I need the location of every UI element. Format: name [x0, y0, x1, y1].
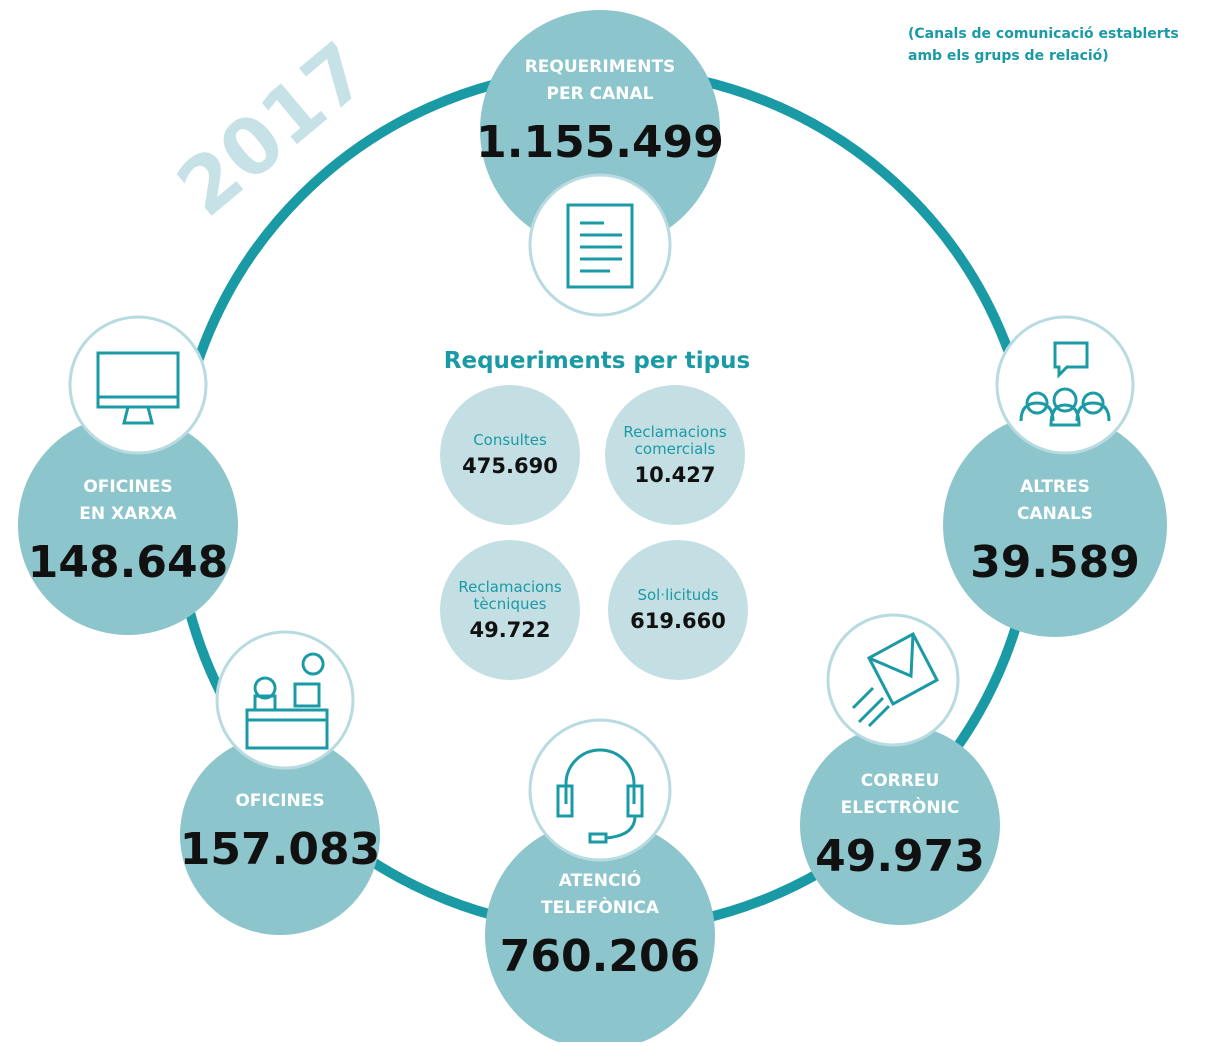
channel-label: PER CANAL: [547, 84, 654, 104]
icon-circle: [215, 630, 355, 770]
icon-circle: [528, 173, 672, 317]
type-label: Sol·licituds: [637, 586, 718, 604]
channel-label: REQUERIMENTS: [525, 57, 676, 77]
channel-circle: [485, 820, 715, 1046]
channel-circle: [18, 415, 238, 635]
channel-value: 760.206: [500, 931, 700, 982]
channel-label: ALTRES: [1020, 477, 1090, 497]
type-circle: [440, 540, 580, 680]
channel-label: CANALS: [1017, 504, 1093, 524]
type-circle: [608, 540, 748, 680]
types-title: Requeriments per tipus: [444, 348, 750, 374]
icon: [1019, 341, 1111, 427]
type-label: comercials: [635, 440, 716, 458]
channel-value: 49.973: [815, 831, 985, 882]
channel-label: ELECTRÒNIC: [841, 796, 960, 818]
channel-label: ATENCIÓ: [559, 869, 642, 891]
type-value: 475.690: [462, 454, 558, 478]
note: (Canals de comunicació establerts: [908, 26, 1179, 42]
channel-value: 157.083: [180, 824, 380, 875]
type-value: 49.722: [469, 618, 550, 642]
channel-value: 39.589: [970, 537, 1140, 588]
channel-label: OFICINES: [83, 477, 172, 497]
type-circle: [605, 385, 745, 525]
icon: [851, 631, 940, 728]
type-label: Reclamacions: [458, 578, 561, 596]
type-circle: [440, 385, 580, 525]
type-label: Consultes: [473, 431, 547, 449]
icon: [556, 748, 644, 844]
type-value: 619.660: [630, 609, 726, 633]
channel-circle: [800, 725, 1000, 925]
year: 2017: [161, 26, 385, 234]
icon-circle: [995, 315, 1135, 455]
icon-circle: [68, 315, 208, 455]
channel-circle: [480, 10, 720, 250]
note: amb els grups de relació): [908, 48, 1109, 64]
channel-circle: [180, 735, 380, 935]
type-label: Reclamacions: [623, 423, 726, 441]
type-label: tècniques: [473, 595, 546, 613]
channel-label: TELEFÒNICA: [541, 896, 660, 918]
icon: [96, 351, 180, 425]
channel-label: EN XARXA: [79, 504, 177, 524]
channel-value: 1.155.499: [476, 117, 724, 168]
channel-circle: [943, 413, 1167, 637]
channel-label: CORREU: [861, 771, 940, 791]
channel-label: OFICINES: [235, 791, 324, 811]
icon-circle: [826, 613, 960, 747]
icon: [245, 652, 329, 750]
icon: [566, 203, 634, 289]
icon-circle: [528, 718, 672, 862]
type-value: 10.427: [634, 463, 715, 487]
channel-value: 148.648: [28, 537, 228, 588]
